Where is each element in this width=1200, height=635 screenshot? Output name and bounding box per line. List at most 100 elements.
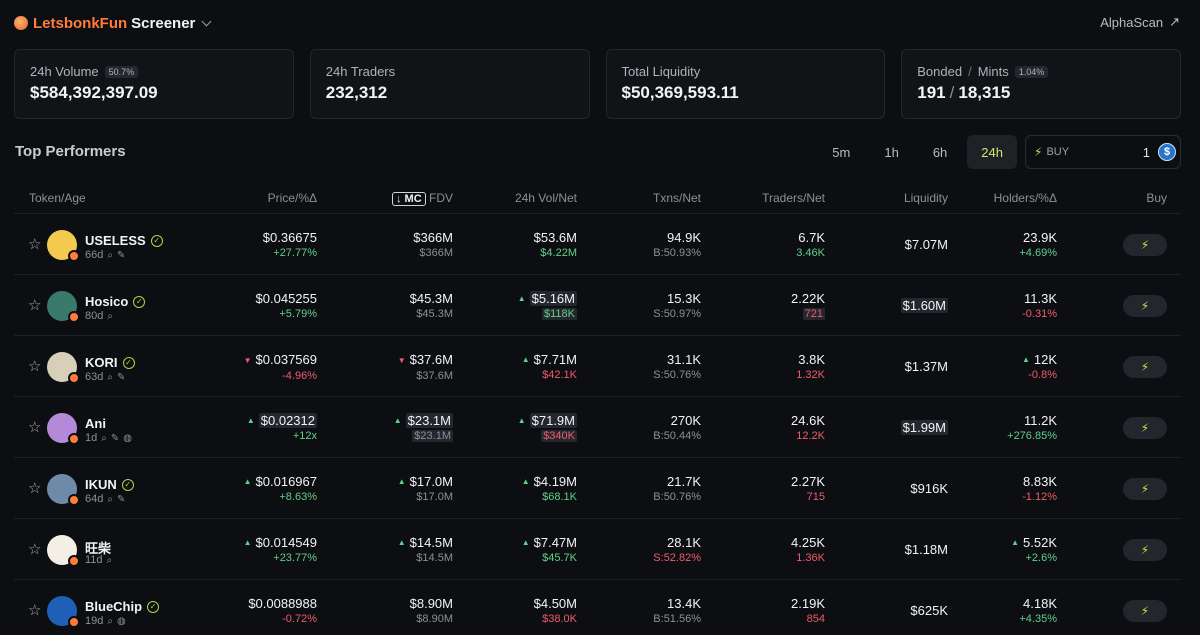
col-txns[interactable]: Txns/Net bbox=[652, 191, 701, 205]
buy-amount[interactable]: 1 bbox=[1142, 144, 1150, 160]
star-icon[interactable]: ☆ bbox=[28, 236, 42, 253]
token-name[interactable]: KORI bbox=[85, 355, 118, 370]
table-row[interactable]: ☆ KORI ✓ 63d ⌕ ✎ ▼ $0.037569 -4.96% ▼ $37.6M $3… bbox=[14, 336, 1181, 397]
volume-net: $4.22M bbox=[540, 247, 577, 259]
feather-icon[interactable]: ✎ bbox=[116, 371, 126, 383]
search-icon[interactable]: ⌕ bbox=[101, 432, 107, 444]
token-name[interactable]: Hosico bbox=[85, 294, 129, 309]
star-icon[interactable]: ☆ bbox=[28, 419, 42, 436]
liquidity: $1.18M bbox=[904, 542, 948, 557]
col-holders[interactable]: Holders/%Δ bbox=[993, 191, 1057, 205]
table-row[interactable]: ☆ 旺柴 11d ⌕ ▲ $0.014549 +23.77% ▲ $14.5M $14.5… bbox=[14, 519, 1181, 580]
holders: 11.2K bbox=[1023, 413, 1057, 428]
col-mc: MC bbox=[404, 193, 422, 205]
tab-6h[interactable]: 6h bbox=[932, 144, 948, 160]
up-arrow-icon: ▲ bbox=[397, 538, 406, 547]
lightning-icon: ⚡ bbox=[1140, 543, 1150, 557]
quick-buy-button[interactable]: ⚡ bbox=[1123, 539, 1167, 561]
search-icon[interactable]: ⌕ bbox=[107, 615, 113, 627]
token-name[interactable]: Ani bbox=[85, 416, 106, 431]
stat-label: Bonded bbox=[917, 64, 963, 79]
txns-net: B:50.76% bbox=[653, 491, 701, 503]
brand-logo-icon bbox=[14, 16, 28, 30]
table-row[interactable]: ☆ Ani 1d ⌕ ✎ ◍ ▲ $0.02312 +12x ▲ $23.1M $23.1M … bbox=[14, 397, 1181, 458]
star-icon[interactable]: ☆ bbox=[28, 602, 42, 619]
stat-label: 24h Traders bbox=[325, 64, 396, 79]
token-name[interactable]: USELESS bbox=[85, 233, 146, 248]
col-mc-fdv[interactable]: ↓ MC FDV bbox=[391, 191, 453, 206]
search-icon[interactable]: ⌕ bbox=[107, 310, 113, 322]
globe-icon[interactable]: ◍ bbox=[116, 615, 126, 627]
market-cap: $8.90M bbox=[409, 596, 453, 611]
txns-net: B:51.56% bbox=[653, 613, 701, 625]
up-arrow-icon: ▲ bbox=[1011, 538, 1020, 547]
search-icon[interactable]: ⌕ bbox=[106, 554, 113, 566]
volume: $71.9M bbox=[529, 413, 577, 428]
lightning-icon: ⚡ bbox=[1034, 145, 1043, 159]
volume: $4.50M bbox=[533, 596, 577, 611]
holders-change: +276.85% bbox=[1007, 430, 1057, 442]
feather-icon[interactable]: ✎ bbox=[116, 249, 126, 261]
tab-24h[interactable]: 24h bbox=[967, 135, 1017, 169]
brand-name[interactable]: LetsbonkFun bbox=[33, 14, 128, 32]
table-row[interactable]: ☆ BlueChip ✓ 19d ⌕ ◍ $0.0088988 -0.72% $8.90… bbox=[14, 580, 1181, 635]
fdv: $37.6M bbox=[416, 370, 453, 382]
token-age: 64d bbox=[85, 493, 104, 505]
usdc-icon[interactable]: $ bbox=[1158, 143, 1176, 161]
fdv: $23.1M bbox=[412, 430, 453, 442]
traders: 4.25K bbox=[791, 535, 825, 550]
search-icon[interactable]: ⌕ bbox=[107, 371, 113, 383]
table-row[interactable]: ☆ Hosico ✓ 80d ⌕ $0.045255 +5.79% $45.3M $45… bbox=[14, 275, 1181, 336]
txns: 94.9K bbox=[667, 230, 701, 245]
globe-icon[interactable]: ◍ bbox=[123, 432, 132, 444]
alphascan-link[interactable]: AlphaScan ↗ bbox=[1100, 14, 1180, 30]
search-icon[interactable]: ⌕ bbox=[107, 493, 113, 505]
lightning-icon: ⚡ bbox=[1140, 299, 1150, 313]
value-separator: / bbox=[949, 83, 955, 102]
volume: $53.6M bbox=[533, 230, 577, 245]
timeframe-selector: 5m 1h 6h 24h ⚡ BUY 1 $ bbox=[818, 135, 1181, 169]
quick-buy-button[interactable]: ⚡ bbox=[1123, 417, 1167, 439]
quick-buy-button[interactable]: ⚡ bbox=[1123, 600, 1167, 622]
up-arrow-icon: ▲ bbox=[243, 538, 252, 547]
col-vol[interactable]: 24h Vol/Net bbox=[514, 191, 577, 205]
table-row[interactable]: ☆ USELESS ✓ 66d ⌕ ✎ $0.36675 +27.77% $366M $3… bbox=[14, 214, 1181, 275]
fdv: $8.90M bbox=[416, 613, 453, 625]
screener-title[interactable]: Screener bbox=[131, 14, 196, 32]
tab-5m[interactable]: 5m bbox=[832, 144, 851, 160]
table-row[interactable]: ☆ IKUN ✓ 64d ⌕ ✎ ▲ $0.016967 +8.63% ▲ $17.0M $1… bbox=[14, 458, 1181, 519]
col-buy: Buy bbox=[1146, 191, 1167, 205]
col-liquidity[interactable]: Liquidity bbox=[903, 191, 948, 205]
col-traders[interactable]: Traders/Net bbox=[762, 191, 825, 205]
quick-buy-input[interactable]: ⚡ BUY 1 $ bbox=[1025, 135, 1181, 169]
star-icon[interactable]: ☆ bbox=[28, 297, 42, 314]
stats-cards: 24h Volume 50.7% $584,392,397.09 24h Tra… bbox=[14, 49, 1181, 119]
chevron-down-icon[interactable] bbox=[201, 16, 212, 26]
token-name[interactable]: BlueChip bbox=[85, 599, 143, 614]
tab-1h[interactable]: 1h bbox=[884, 144, 899, 160]
quick-buy-button[interactable]: ⚡ bbox=[1123, 356, 1167, 378]
performers-table: Token/Age Price/%Δ ↓ MC FDV 24h Vol/Net … bbox=[14, 182, 1181, 635]
star-icon[interactable]: ☆ bbox=[28, 358, 42, 375]
verified-icon: ✓ bbox=[150, 234, 163, 247]
token-name[interactable]: 旺柴 bbox=[85, 541, 112, 556]
col-price[interactable]: Price/%Δ bbox=[267, 191, 317, 205]
quick-buy-button[interactable]: ⚡ bbox=[1123, 478, 1167, 500]
txns-net: B:50.44% bbox=[653, 430, 701, 442]
quick-buy-button[interactable]: ⚡ bbox=[1123, 295, 1167, 317]
price: $0.045255 bbox=[255, 291, 317, 306]
traders: 2.19K bbox=[791, 596, 825, 611]
feather-icon[interactable]: ✎ bbox=[116, 493, 126, 505]
stat-card-traders: 24h Traders 232,312 bbox=[309, 49, 590, 119]
star-icon[interactable]: ☆ bbox=[28, 541, 42, 558]
token-name[interactable]: IKUN bbox=[85, 477, 117, 492]
col-token[interactable]: Token/Age bbox=[29, 191, 86, 205]
up-arrow-icon: ▲ bbox=[517, 416, 526, 425]
search-icon[interactable]: ⌕ bbox=[107, 249, 113, 261]
launchpad-badge-icon bbox=[68, 311, 80, 323]
feather-icon[interactable]: ✎ bbox=[110, 432, 120, 444]
section-title: Top Performers bbox=[15, 143, 126, 160]
quick-buy-button[interactable]: ⚡ bbox=[1123, 234, 1167, 256]
star-icon[interactable]: ☆ bbox=[28, 480, 42, 497]
holders: 12K bbox=[1033, 352, 1057, 367]
